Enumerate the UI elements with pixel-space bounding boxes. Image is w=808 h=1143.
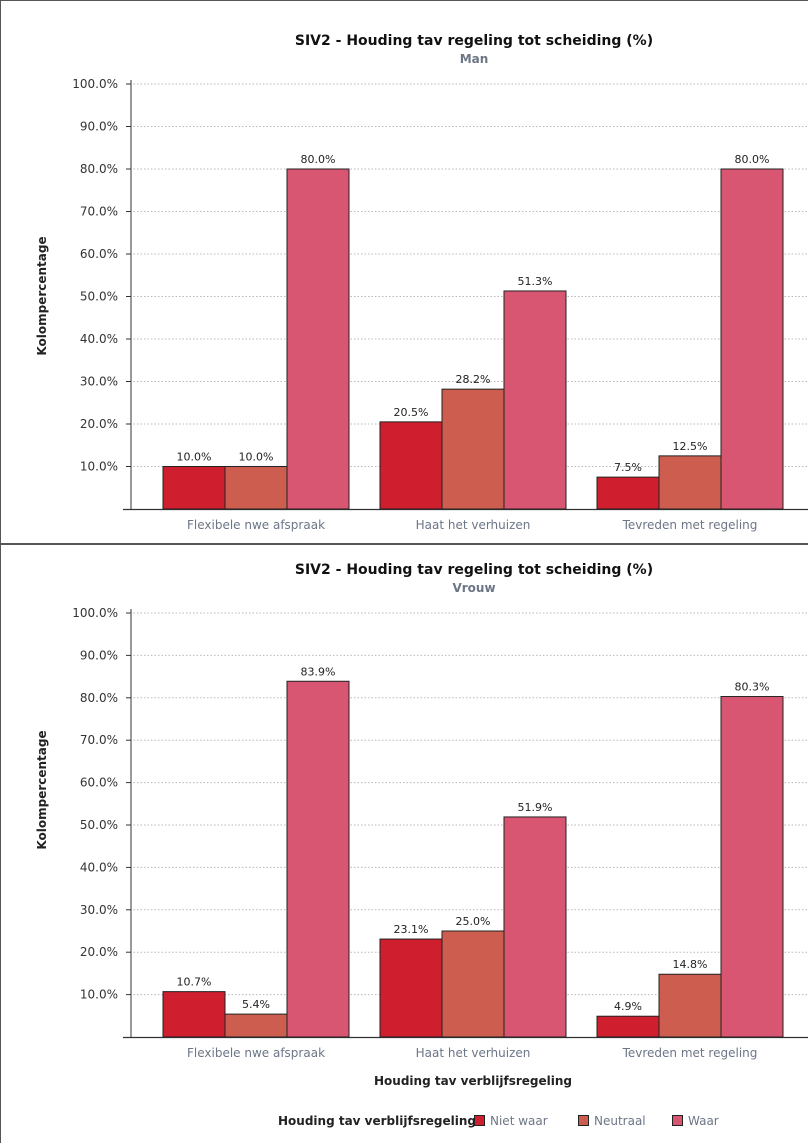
- bar-neutraal-haat-het-verhuizen: [441, 930, 505, 1038]
- y-tick-label: 10.0%: [80, 460, 118, 474]
- chart-panel-vrouw: SIV2 - Houding tav regeling tot scheidin…: [0, 544, 808, 1143]
- chart-panel-man: SIV2 - Houding tav regeling tot scheidin…: [0, 0, 808, 544]
- bar-waar-flexibele-nwe-afspraak: [286, 168, 350, 510]
- bar-waar-flexibele-nwe-afspraak: [286, 680, 350, 1038]
- y-tick-label: 10.0%: [80, 988, 118, 1002]
- legend-swatch-waar: [672, 1115, 683, 1126]
- y-tick-label: 100.0%: [72, 606, 118, 620]
- x-tick-label: Haat het verhuizen: [416, 518, 531, 532]
- x-tick-label: Flexibele nwe afspraak: [187, 518, 325, 532]
- bar-niet-waar-haat-het-verhuizen: [379, 938, 443, 1038]
- legend: Houding tav verblijfsregeling Niet waar …: [278, 1114, 719, 1128]
- data-label: 5.4%: [242, 998, 270, 1011]
- y-tick-label: 30.0%: [80, 903, 118, 917]
- x-tick-label: Tevreden met regeling: [622, 1046, 758, 1060]
- legend-label-neutraal: Neutraal: [594, 1114, 646, 1128]
- y-tick-label: 20.0%: [80, 417, 118, 431]
- y-tick-label: 50.0%: [80, 818, 118, 832]
- data-label: 23.1%: [394, 923, 429, 936]
- data-label: 25.0%: [456, 915, 491, 928]
- bar-waar-tevreden-met-regeling: [720, 168, 784, 510]
- y-tick-label: 40.0%: [80, 332, 118, 346]
- y-tick-label: 50.0%: [80, 290, 118, 304]
- y-tick-label: 80.0%: [80, 691, 118, 705]
- bar-waar-tevreden-met-regeling: [720, 696, 784, 1038]
- y-tick-label: 100.0%: [72, 77, 118, 91]
- y-tick-label: 90.0%: [80, 648, 118, 662]
- y-tick-label: 90.0%: [80, 120, 118, 134]
- data-label: 51.9%: [518, 801, 553, 814]
- bar-niet-waar-flexibele-nwe-afspraak: [162, 466, 226, 510]
- bar-waar-haat-het-verhuizen: [503, 290, 567, 510]
- data-label: 80.0%: [301, 153, 336, 166]
- bar-niet-waar-flexibele-nwe-afspraak: [162, 991, 226, 1038]
- y-tick-label: 20.0%: [80, 945, 118, 959]
- chart-subtitle: Vrouw: [452, 581, 495, 595]
- y-tick-label: 60.0%: [80, 776, 118, 790]
- bar-neutraal-flexibele-nwe-afspraak: [224, 1013, 288, 1038]
- y-tick-label: 80.0%: [80, 162, 118, 176]
- bar-niet-waar-haat-het-verhuizen: [379, 421, 443, 510]
- data-label: 51.3%: [518, 275, 553, 288]
- legend-label-waar: Waar: [688, 1114, 719, 1128]
- data-label: 4.9%: [614, 1000, 642, 1013]
- data-label: 10.0%: [239, 451, 274, 464]
- plot-area: 10.0% 20.0% 30.0% 40.0% 50.0% 60.0% 70.0% 80.0%…: [72, 77, 808, 532]
- legend-label-niet-waar: Niet waar: [490, 1114, 548, 1128]
- legend-swatch-niet-waar: [474, 1115, 485, 1126]
- chart-subtitle: Man: [460, 52, 489, 66]
- x-tick-label: Tevreden met regeling: [622, 518, 758, 532]
- data-label: 83.9%: [301, 665, 336, 678]
- bar-neutraal-haat-het-verhuizen: [441, 388, 505, 510]
- y-tick-label: 60.0%: [80, 247, 118, 261]
- legend-swatch-neutraal: [578, 1115, 589, 1126]
- panel-frame: [0, 0, 808, 544]
- data-label: 28.2%: [456, 373, 491, 386]
- x-tick-label: Haat het verhuizen: [416, 1046, 531, 1060]
- y-tick-label: 30.0%: [80, 375, 118, 389]
- legend-title: Houding tav verblijfsregeling: [278, 1114, 476, 1128]
- data-label: 10.7%: [177, 976, 212, 989]
- bar-niet-waar-tevreden-met-regeling: [596, 476, 660, 510]
- y-axis-title: Kolompercentage: [35, 730, 49, 849]
- x-axis-title: Houding tav verblijfsregeling: [374, 1074, 572, 1088]
- y-axis-title: Kolompercentage: [35, 236, 49, 355]
- bar-niet-waar-tevreden-met-regeling: [596, 1015, 660, 1038]
- y-tick-label: 40.0%: [80, 860, 118, 874]
- x-tick-label: Flexibele nwe afspraak: [187, 1046, 325, 1060]
- data-label: 7.5%: [614, 461, 642, 474]
- data-label: 12.5%: [673, 440, 708, 453]
- chart-title: SIV2 - Houding tav regeling tot scheidin…: [295, 562, 653, 578]
- data-label: 10.0%: [177, 451, 212, 464]
- plot-area: 10.0% 20.0% 30.0% 40.0% 50.0% 60.0% 70.0% 80.0%…: [72, 606, 808, 1060]
- bar-neutraal-flexibele-nwe-afspraak: [224, 466, 288, 510]
- bar-neutraal-tevreden-met-regeling: [658, 973, 722, 1038]
- data-label: 80.3%: [735, 681, 770, 694]
- data-label: 14.8%: [673, 958, 708, 971]
- panel-frame: [0, 544, 808, 1143]
- data-label: 20.5%: [394, 406, 429, 419]
- data-label: 80.0%: [735, 153, 770, 166]
- y-tick-label: 70.0%: [80, 205, 118, 219]
- bar-neutraal-tevreden-met-regeling: [658, 455, 722, 510]
- y-tick-label: 70.0%: [80, 733, 118, 747]
- bar-waar-haat-het-verhuizen: [503, 816, 567, 1038]
- chart-title: SIV2 - Houding tav regeling tot scheidin…: [295, 33, 653, 49]
